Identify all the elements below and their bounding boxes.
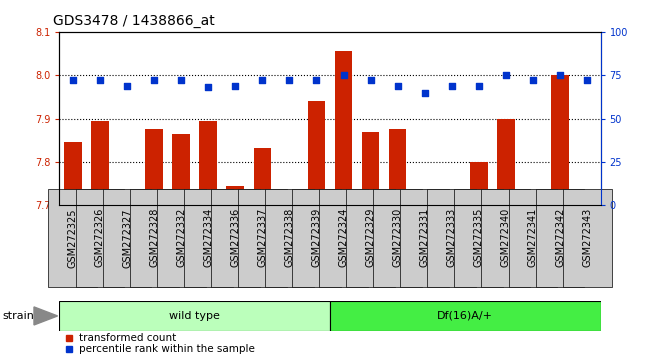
Text: GSM272324: GSM272324 — [339, 208, 348, 268]
Text: GSM272335: GSM272335 — [474, 208, 484, 268]
Text: GSM272343: GSM272343 — [582, 208, 592, 267]
Text: GSM272336: GSM272336 — [230, 208, 240, 267]
Point — [392, 83, 403, 88]
Text: GSM272339: GSM272339 — [312, 208, 321, 267]
Text: GSM272342: GSM272342 — [555, 208, 565, 268]
Point — [582, 78, 593, 83]
Point — [149, 78, 160, 83]
Bar — [199, 121, 217, 205]
Text: transformed count: transformed count — [79, 333, 176, 343]
Point — [366, 78, 376, 83]
Text: wild type: wild type — [169, 311, 220, 321]
Bar — [64, 142, 82, 205]
Point — [420, 90, 430, 96]
Bar — [226, 186, 244, 205]
Bar — [253, 148, 271, 205]
Point — [176, 78, 187, 83]
Text: GSM272334: GSM272334 — [203, 208, 213, 267]
Point — [257, 78, 268, 83]
Text: strain: strain — [2, 311, 34, 321]
Bar — [335, 51, 352, 205]
Text: Df(16)A/+: Df(16)A/+ — [438, 311, 493, 321]
Point — [121, 83, 132, 88]
Text: GSM272337: GSM272337 — [257, 208, 267, 268]
Point — [501, 73, 512, 78]
Text: GSM272330: GSM272330 — [393, 208, 403, 267]
Text: GSM272338: GSM272338 — [284, 208, 294, 267]
Point — [554, 73, 565, 78]
Point — [447, 83, 457, 88]
Bar — [91, 121, 109, 205]
Bar — [118, 194, 136, 205]
Point — [68, 78, 79, 83]
Bar — [470, 162, 488, 205]
Point — [474, 83, 484, 88]
Point — [230, 83, 241, 88]
Text: GSM272325: GSM272325 — [68, 208, 78, 268]
Bar — [578, 192, 596, 205]
Bar — [497, 119, 515, 205]
Text: GSM272331: GSM272331 — [420, 208, 430, 267]
Text: GSM272328: GSM272328 — [149, 208, 159, 268]
Bar — [362, 132, 379, 205]
Point — [95, 78, 106, 83]
Bar — [330, 301, 601, 331]
Text: GSM272326: GSM272326 — [95, 208, 105, 268]
Point — [312, 78, 322, 83]
Text: GSM272340: GSM272340 — [501, 208, 511, 267]
Bar — [172, 134, 190, 205]
Text: GSM272341: GSM272341 — [528, 208, 538, 267]
Bar — [308, 101, 325, 205]
Text: GSM272333: GSM272333 — [447, 208, 457, 267]
Point — [284, 78, 295, 83]
Point — [203, 85, 214, 90]
Point — [339, 73, 349, 78]
Text: GDS3478 / 1438866_at: GDS3478 / 1438866_at — [53, 14, 214, 28]
Bar — [443, 203, 461, 205]
Polygon shape — [34, 307, 57, 325]
Text: GSM272329: GSM272329 — [366, 208, 376, 268]
Text: percentile rank within the sample: percentile rank within the sample — [79, 344, 255, 354]
Bar — [59, 301, 330, 331]
Bar — [524, 203, 542, 205]
Bar — [551, 75, 569, 205]
Bar — [145, 130, 163, 205]
Point — [528, 78, 539, 83]
Text: GSM272327: GSM272327 — [122, 208, 132, 268]
Bar — [280, 203, 298, 205]
Bar — [389, 130, 407, 205]
Text: GSM272332: GSM272332 — [176, 208, 186, 268]
Bar — [416, 204, 434, 205]
